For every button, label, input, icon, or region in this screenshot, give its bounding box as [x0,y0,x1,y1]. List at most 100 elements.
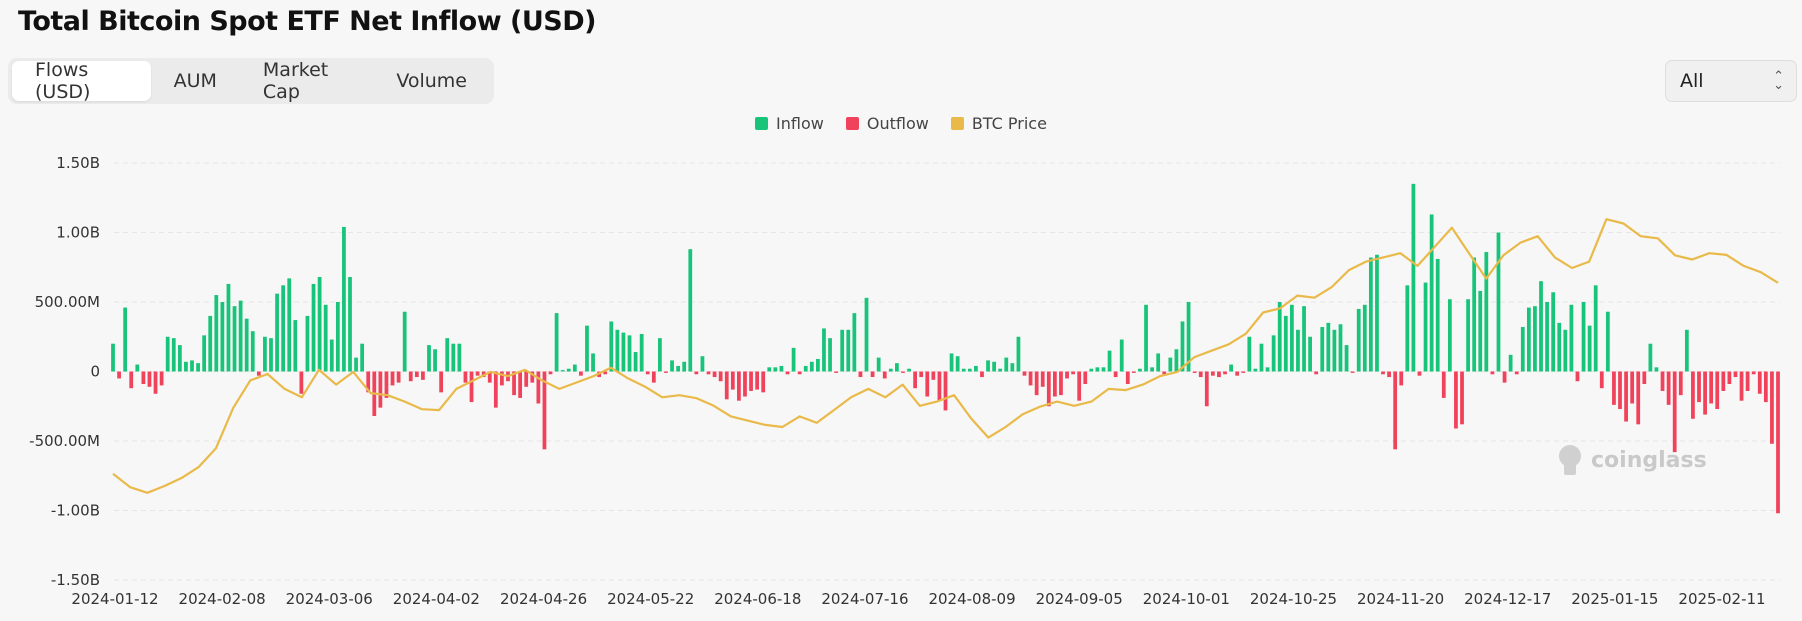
outflow-bar[interactable] [712,371,717,378]
inflow-bar[interactable] [1648,343,1653,372]
outflow-bar[interactable] [931,371,936,380]
inflow-bar[interactable] [1593,285,1598,372]
inflow-bar[interactable] [895,363,899,372]
inflow-bar[interactable] [791,347,796,372]
inflow-bar[interactable] [402,311,407,372]
legend-item-outflow[interactable]: Outflow [845,114,929,133]
inflow-bar[interactable] [986,360,990,372]
outflow-bar[interactable] [147,371,152,387]
outflow-bar[interactable] [755,371,760,390]
outflow-bar[interactable] [1757,371,1762,394]
outflow-bar[interactable] [475,371,480,376]
outflow-bar[interactable] [1417,371,1422,376]
inflow-bar[interactable] [263,336,267,372]
inflow-bar[interactable] [1569,304,1574,372]
inflow-bar[interactable] [1447,299,1452,372]
inflow-bar[interactable] [1435,258,1440,372]
outflow-bar[interactable] [159,371,164,386]
inflow-bar[interactable] [1265,367,1270,372]
inflow-bar[interactable] [123,307,128,372]
outflow-bar[interactable] [1059,371,1063,396]
outflow-bar[interactable] [1612,371,1616,405]
inflow-bar[interactable] [700,356,705,372]
outflow-bar[interactable] [1399,371,1404,386]
inflow-bar[interactable] [1520,327,1525,372]
outflow-bar[interactable] [1217,371,1221,378]
outflow-bar[interactable] [1739,371,1744,401]
inflow-bar[interactable] [1684,329,1689,372]
outflow-bar[interactable] [439,371,444,393]
inflow-bar[interactable] [840,329,845,372]
inflow-bar[interactable] [1089,368,1094,372]
outflow-bar[interactable] [1727,371,1732,385]
outflow-bar[interactable] [730,371,735,390]
outflow-bar[interactable] [1691,371,1695,419]
inflow-bar[interactable] [1186,302,1191,372]
inflow-bar[interactable] [457,343,462,372]
inflow-bar[interactable] [1362,304,1367,372]
inflow-bar[interactable] [1533,306,1537,372]
outflow-bar[interactable] [1733,371,1738,378]
outflow-bar[interactable] [1697,371,1701,403]
outflow-bar[interactable] [1046,371,1051,407]
inflow-bar[interactable] [1581,302,1586,372]
inflow-bar[interactable] [1101,367,1106,372]
outflow-bar[interactable] [761,371,766,393]
inflow-bar[interactable] [323,304,328,372]
inflow-bar[interactable] [1296,329,1300,372]
inflow-bar[interactable] [1168,357,1173,372]
outflow-bar[interactable] [1071,371,1075,375]
inflow-bar[interactable] [1326,322,1331,372]
inflow-bar[interactable] [184,361,188,372]
outflow-bar[interactable] [1210,371,1215,376]
inflow-bar[interactable] [876,357,881,372]
outflow-bar[interactable] [524,371,529,387]
outflow-bar[interactable] [256,371,261,376]
outflow-bar[interactable] [882,371,887,379]
outflow-bar[interactable] [1715,371,1720,410]
inflow-bar[interactable] [208,315,213,372]
inflow-bar[interactable] [828,338,832,372]
inflow-bar[interactable] [269,338,273,372]
inflow-bar[interactable] [111,343,115,372]
inflow-bar[interactable] [1472,257,1477,372]
inflow-bar[interactable] [1484,251,1489,372]
outflow-bar[interactable] [153,371,158,394]
inflow-bar[interactable] [1253,368,1258,372]
inflow-bar[interactable] [688,249,693,372]
outflow-bar[interactable] [1502,371,1507,383]
outflow-bar[interactable] [1198,371,1203,378]
outflow-bar[interactable] [785,371,790,375]
outflow-bar[interactable] [980,371,984,378]
outflow-bar[interactable] [1350,371,1355,373]
outflow-bar[interactable] [718,371,723,382]
inflow-bar[interactable] [1466,299,1470,372]
inflow-bar[interactable] [566,368,571,372]
outflow-bar[interactable] [1381,371,1385,375]
inflow-bar[interactable] [220,302,225,372]
outflow-bar[interactable] [548,371,553,375]
inflow-bar[interactable] [1539,281,1543,372]
inflow-bar[interactable] [1180,321,1185,372]
outflow-bar[interactable] [378,371,383,408]
outflow-bar[interactable] [1763,371,1768,403]
outflow-bar[interactable] [487,371,492,383]
outflow-bar[interactable] [925,371,930,397]
outflow-bar[interactable] [724,371,729,400]
outflow-bar[interactable] [1618,371,1622,410]
inflow-bar[interactable] [1338,324,1343,372]
inflow-bar[interactable] [232,306,237,372]
inflow-bar[interactable] [1478,290,1483,372]
outflow-bar[interactable] [1022,371,1027,376]
inflow-bar[interactable] [238,300,243,372]
outflow-bar[interactable] [1028,371,1033,386]
outflow-bar[interactable] [1053,371,1057,397]
outflow-bar[interactable] [1204,371,1209,407]
legend-item-inflow[interactable]: Inflow [755,114,824,133]
outflow-bar[interactable] [858,371,863,378]
outflow-bar[interactable] [1223,371,1227,375]
inflow-bar[interactable] [560,370,565,372]
inflow-bar[interactable] [1344,345,1349,372]
outflow-bar[interactable] [1131,371,1136,373]
outflow-bar[interactable] [500,371,504,386]
